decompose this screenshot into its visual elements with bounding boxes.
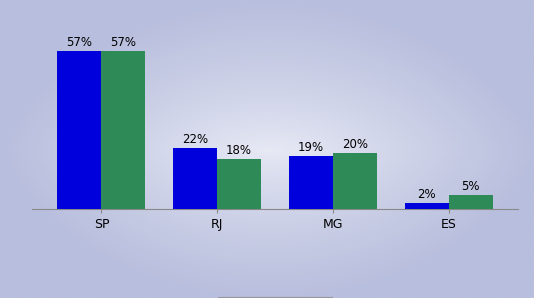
- Bar: [449, 195, 492, 209]
- Bar: [101, 51, 145, 209]
- Text: 20%: 20%: [342, 138, 368, 151]
- Bar: [58, 51, 101, 209]
- Text: 18%: 18%: [226, 144, 252, 157]
- Text: 2%: 2%: [417, 188, 436, 201]
- Legend: 1991, 2004: 1991, 2004: [218, 297, 332, 298]
- Bar: [173, 148, 217, 209]
- Text: 19%: 19%: [298, 141, 324, 154]
- Bar: [217, 159, 261, 209]
- Bar: [289, 156, 333, 209]
- Text: 57%: 57%: [111, 36, 137, 49]
- Text: 5%: 5%: [461, 180, 480, 193]
- Text: 22%: 22%: [182, 133, 208, 146]
- Bar: [405, 203, 449, 209]
- Bar: [333, 153, 377, 209]
- Text: 57%: 57%: [66, 36, 92, 49]
